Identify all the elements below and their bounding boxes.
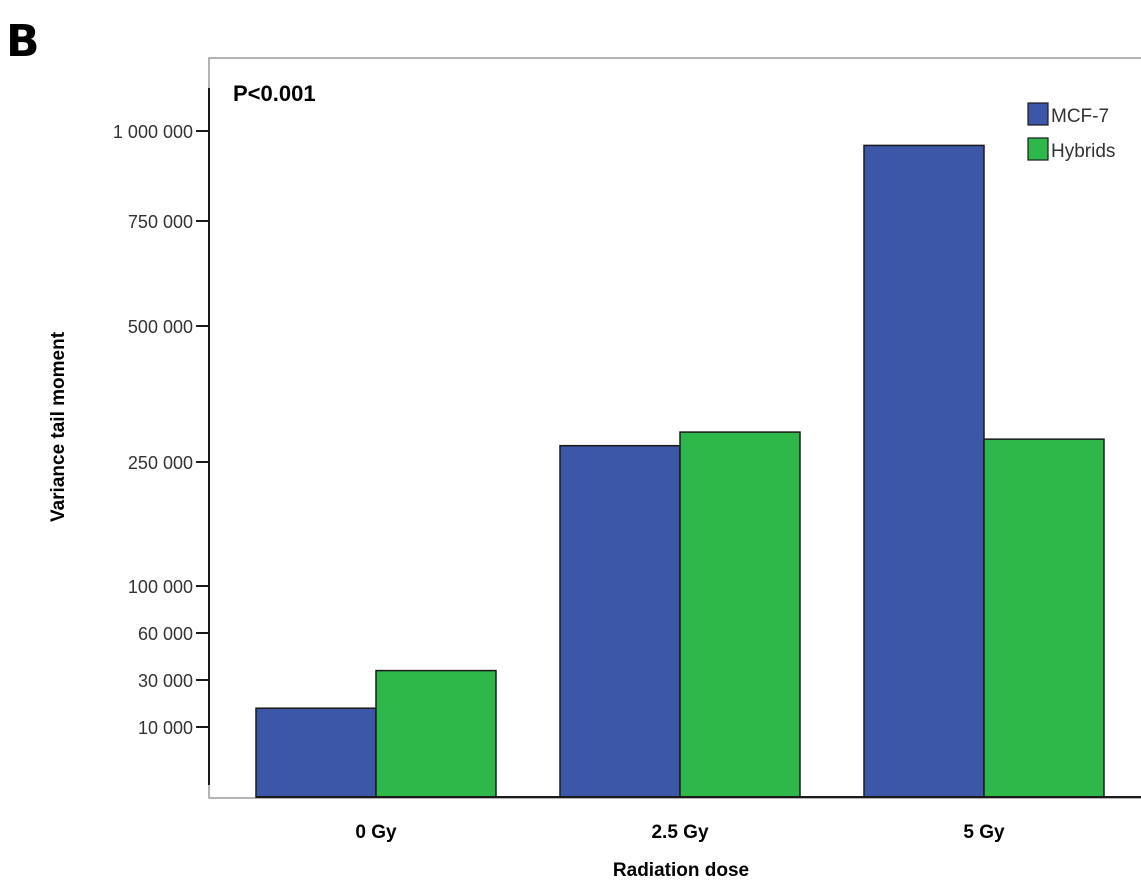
bar-mcf-7-2 xyxy=(863,144,985,798)
legend: MCF-7 Hybrids xyxy=(1027,102,1115,162)
bars xyxy=(255,144,1105,798)
bar-hybrids-1 xyxy=(679,431,801,798)
y-tick-label: 1 000 000 xyxy=(113,122,193,142)
legend-label: Hybrids xyxy=(1051,141,1115,162)
x-axis-label: Radiation dose xyxy=(613,860,749,880)
y-tick-label: 60 000 xyxy=(138,624,193,644)
y-tick-label: 750 000 xyxy=(128,212,193,232)
bar-mcf-7-1 xyxy=(559,444,681,798)
legend-swatch-mcf-7 xyxy=(1027,102,1049,126)
legend-label: MCF-7 xyxy=(1051,106,1109,127)
p-value-annotation: P<0.001 xyxy=(233,81,316,106)
legend-swatch-hybrids xyxy=(1027,137,1049,161)
y-tick-label: 100 000 xyxy=(128,577,193,597)
panel-label: B xyxy=(6,16,40,67)
y-tick-label: 10 000 xyxy=(138,718,193,738)
y-tick-label: 30 000 xyxy=(138,671,193,691)
bar-mcf-7-0 xyxy=(255,707,377,798)
x-tick-label: 5 Gy xyxy=(963,822,1005,843)
y-tick-label: 500 000 xyxy=(128,317,193,337)
y-tick-label: 250 000 xyxy=(128,453,193,473)
y-axis: 10 000 30 000 60 000 100 000 250 000 500 000 7… xyxy=(113,88,210,785)
x-tick-label: 2.5 Gy xyxy=(651,822,708,843)
bar-hybrids-2 xyxy=(983,438,1105,798)
x-tick-label: 0 Gy xyxy=(355,822,397,843)
bar-hybrids-0 xyxy=(375,669,497,798)
y-axis-label: Variance tail moment xyxy=(48,331,69,522)
x-axis: 0 Gy 2.5 Gy 5 Gy xyxy=(256,796,1141,843)
